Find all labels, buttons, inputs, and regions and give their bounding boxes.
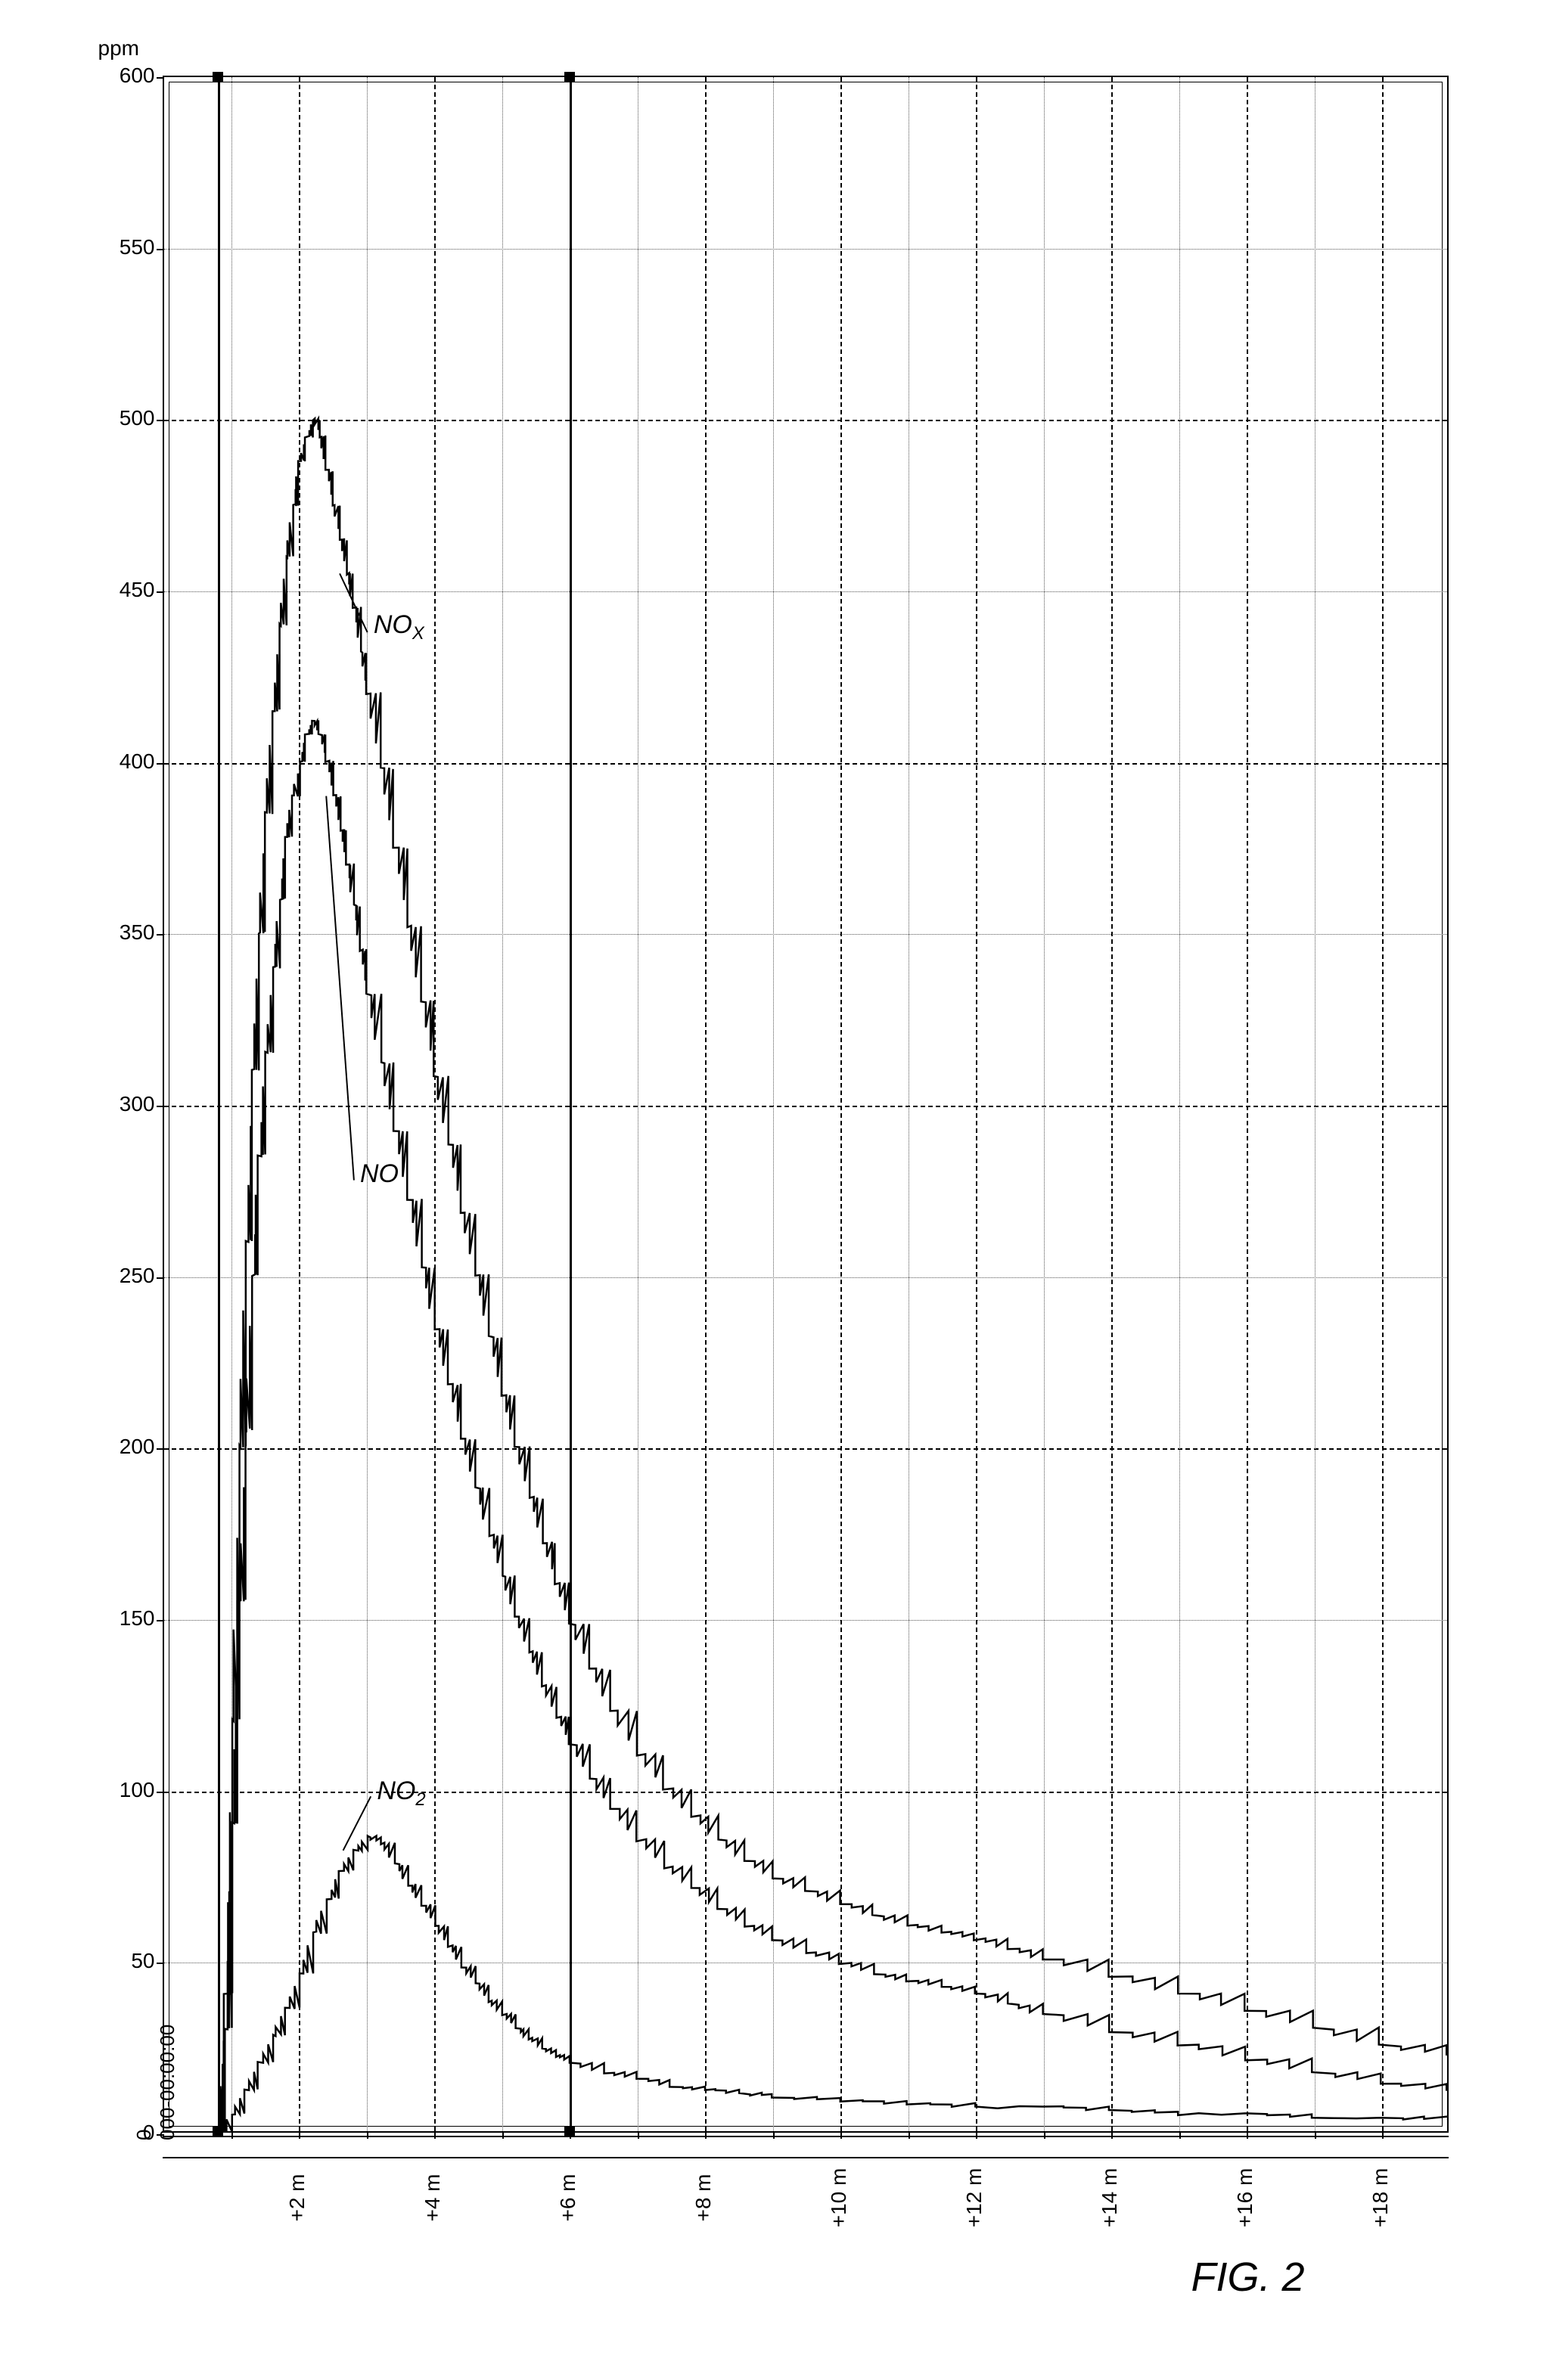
y-tick-mark (157, 77, 164, 79)
y-tick-label: 450 (95, 578, 155, 602)
baseline-strip (163, 2136, 1449, 2158)
chart-container: ppm NOXNONO2 050100150200250300350400450… (57, 30, 1494, 2261)
series-label-nox: NOX (374, 610, 424, 644)
y-tick-label: 500 (95, 406, 155, 430)
leader-line (326, 796, 354, 1181)
y-tick-label: 150 (95, 1606, 155, 1631)
series-svg (164, 77, 1447, 2131)
y-tick-mark (157, 249, 164, 250)
x-tick-label: +4 m (421, 2174, 445, 2221)
y-tick-label: 250 (95, 1264, 155, 1288)
x-tick-label: +18 m (1368, 2168, 1393, 2228)
x-tick-label: +16 m (1233, 2168, 1257, 2228)
x-tick-label: +8 m (691, 2174, 716, 2221)
series-no2 (218, 1836, 1447, 2131)
series-no (218, 720, 1446, 2131)
y-tick-label: 100 (95, 1778, 155, 1802)
y-tick-mark (157, 1792, 164, 1793)
figure-caption: FIG. 2 (1191, 2254, 1305, 2301)
y-tick-mark (157, 1106, 164, 1107)
y-tick-mark (157, 934, 164, 936)
plot-area: NOX NO NO2 (163, 76, 1449, 2133)
y-tick-mark (157, 1277, 164, 1279)
y-tick-label: 600 (95, 64, 155, 88)
x-tick-label: +6 m (556, 2174, 580, 2221)
series-label-no: NO (360, 1159, 399, 1189)
y-tick-label: 550 (95, 235, 155, 259)
y-tick-label: 50 (95, 1949, 155, 1973)
x-origin-label: 0 000-00:00:00 (132, 2025, 179, 2140)
y-tick-mark (157, 1963, 164, 1964)
x-tick-label: +10 m (827, 2168, 851, 2228)
y-tick-label: 400 (95, 749, 155, 774)
x-tick-label: +14 m (1098, 2168, 1122, 2228)
y-tick-mark (157, 591, 164, 593)
y-tick-label: 350 (95, 920, 155, 945)
y-tick-label: 300 (95, 1092, 155, 1116)
y-tick-mark (157, 763, 164, 765)
y-tick-mark (157, 1620, 164, 1621)
y-axis-unit-label: ppm (98, 36, 139, 61)
x-tick-label: +2 m (285, 2174, 309, 2221)
leader-line (343, 1796, 371, 1850)
y-tick-label: 200 (95, 1435, 155, 1459)
y-tick-mark (157, 1448, 164, 1450)
y-tick-mark (157, 420, 164, 421)
series-label-no2: NO2 (377, 1776, 425, 1811)
x-tick-label: +12 m (962, 2168, 986, 2228)
